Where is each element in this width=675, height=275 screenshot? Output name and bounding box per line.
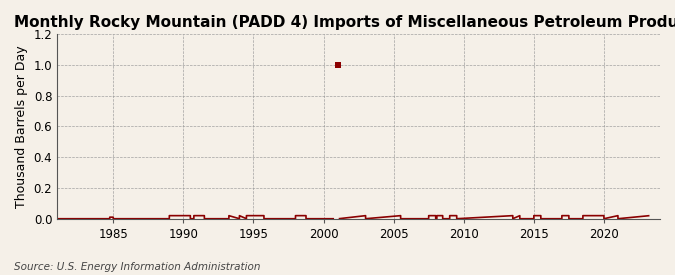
- Text: Source: U.S. Energy Information Administration: Source: U.S. Energy Information Administ…: [14, 262, 260, 272]
- Title: Monthly Rocky Mountain (PADD 4) Imports of Miscellaneous Petroleum Products: Monthly Rocky Mountain (PADD 4) Imports …: [14, 15, 675, 30]
- Y-axis label: Thousand Barrels per Day: Thousand Barrels per Day: [15, 45, 28, 208]
